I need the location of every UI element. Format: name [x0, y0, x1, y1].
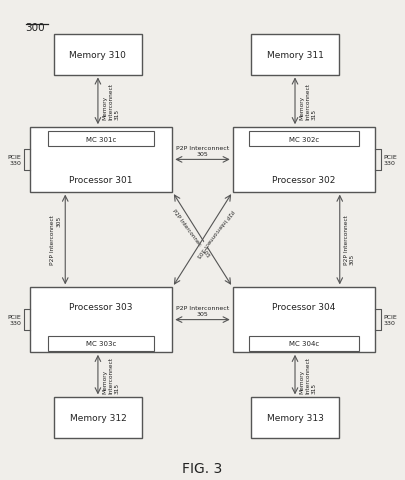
Text: Memory 313: Memory 313 — [266, 413, 324, 422]
FancyBboxPatch shape — [48, 336, 154, 351]
Text: MC 302c: MC 302c — [289, 136, 319, 142]
Text: Memory 312: Memory 312 — [70, 413, 126, 422]
Text: PCIE
330: PCIE 330 — [384, 314, 397, 325]
Text: Processor 304: Processor 304 — [273, 302, 336, 312]
FancyBboxPatch shape — [232, 128, 375, 192]
Text: MC 303c: MC 303c — [86, 341, 116, 347]
FancyBboxPatch shape — [251, 35, 339, 75]
FancyBboxPatch shape — [30, 288, 173, 352]
Text: P2P Interconnect 305: P2P Interconnect 305 — [171, 208, 210, 258]
Text: MC 304c: MC 304c — [289, 341, 319, 347]
Text: Memory 311: Memory 311 — [266, 50, 324, 60]
Text: Memory
Interconnect
315: Memory Interconnect 315 — [300, 356, 316, 393]
Text: Processor 301: Processor 301 — [69, 176, 133, 185]
Text: Processor 303: Processor 303 — [69, 302, 133, 312]
Text: Memory
Interconnect
315: Memory Interconnect 315 — [103, 356, 119, 393]
Text: Memory 310: Memory 310 — [70, 50, 126, 60]
Text: P2P Interconnect
305: P2P Interconnect 305 — [176, 305, 229, 316]
FancyBboxPatch shape — [232, 288, 375, 352]
Text: PCIE
330: PCIE 330 — [384, 155, 397, 166]
Text: PCIE
330: PCIE 330 — [8, 155, 21, 166]
FancyBboxPatch shape — [48, 132, 154, 147]
FancyBboxPatch shape — [30, 128, 173, 192]
Text: 300: 300 — [26, 23, 45, 33]
FancyBboxPatch shape — [54, 397, 142, 438]
Text: Processor 302: Processor 302 — [273, 176, 336, 185]
Text: P2P Interconnect
305: P2P Interconnect 305 — [344, 215, 355, 265]
FancyBboxPatch shape — [54, 35, 142, 75]
Text: FIG. 3: FIG. 3 — [182, 461, 223, 475]
Text: Memory
Interconnect
315: Memory Interconnect 315 — [300, 83, 316, 120]
Text: PCIE
330: PCIE 330 — [8, 314, 21, 325]
Text: P2P Interconnect
305: P2P Interconnect 305 — [176, 145, 229, 156]
Text: P2P Interconnect 305: P2P Interconnect 305 — [195, 208, 234, 258]
FancyBboxPatch shape — [251, 397, 339, 438]
FancyBboxPatch shape — [249, 132, 359, 147]
Text: Memory
Interconnect
315: Memory Interconnect 315 — [103, 83, 119, 120]
FancyBboxPatch shape — [249, 336, 359, 351]
Text: P2P Interconnect
305: P2P Interconnect 305 — [50, 215, 61, 265]
Text: MC 301c: MC 301c — [86, 136, 116, 142]
